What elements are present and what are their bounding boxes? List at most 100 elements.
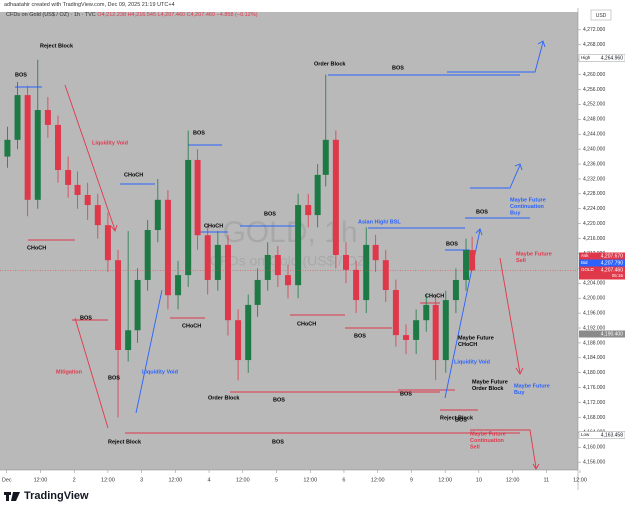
- price-label-tag: Low: [581, 432, 590, 437]
- candle-body: [264, 254, 271, 280]
- arrow: [110, 224, 118, 232]
- candle-body: [254, 279, 261, 305]
- annotation: Buy: [510, 210, 521, 216]
- x-tick-label: 5: [275, 477, 278, 483]
- annotation: Reject Block: [40, 43, 74, 49]
- y-tick-label: 4,204.000: [583, 281, 605, 287]
- annotation: CHoCH: [458, 342, 477, 348]
- candle-body: [4, 139, 11, 157]
- y-tick-label: 4,224.000: [583, 206, 605, 212]
- candle-body: [224, 244, 231, 321]
- y-tick-label: 4,188.000: [583, 340, 605, 346]
- arrow: [447, 41, 544, 73]
- arrow: [135, 289, 163, 414]
- annotation: Maybe Future: [470, 431, 506, 437]
- annotation: BOS: [15, 72, 27, 78]
- candle-body: [382, 260, 389, 291]
- x-tick-label: 12:00: [573, 477, 587, 483]
- candle-body: [235, 320, 242, 361]
- x-tick-label: 9: [410, 477, 413, 483]
- arrow: [470, 429, 537, 469]
- y-tick-label: 4,156.000: [583, 460, 605, 466]
- candle-body: [24, 95, 31, 200]
- candle-body: [55, 124, 62, 171]
- annotation: CHoCH: [297, 321, 316, 327]
- candle-body: [295, 205, 302, 286]
- ohlc: O4,212.238 H4,216.545 L4,207.460 C4,207.…: [97, 12, 258, 18]
- annotation: Continuation: [470, 438, 505, 444]
- x-tick-label: 6: [342, 477, 345, 483]
- annotation: Order Block: [314, 61, 346, 67]
- time-axis: [0, 470, 578, 490]
- annotation: BOS: [273, 397, 285, 403]
- candle-body: [403, 335, 410, 340]
- arrow: [514, 163, 523, 171]
- currency: USD: [596, 13, 607, 19]
- arrow: [470, 164, 521, 189]
- annotation: Maybe Future: [514, 383, 550, 389]
- annotation: Liquidity Void: [454, 359, 490, 365]
- arrow: [537, 40, 546, 48]
- candle-body: [84, 194, 91, 206]
- candle-body: [363, 244, 370, 301]
- watermark-sub: CFDs on Gold (US$ / OZ): [210, 253, 370, 269]
- y-tick-label: 4,272.000: [583, 27, 605, 33]
- candle-body: [94, 205, 101, 226]
- candle-body: [463, 250, 470, 280]
- arrow: [475, 228, 483, 236]
- x-tick-label: 12:00: [101, 477, 115, 483]
- annotation: Continuation: [510, 204, 545, 210]
- candle-body: [175, 275, 182, 296]
- y-tick-label: 4,216.000: [583, 236, 605, 242]
- arrow: [74, 317, 109, 429]
- candle-body: [305, 205, 312, 216]
- footer: TradingView: [4, 490, 89, 502]
- candle-body: [204, 235, 211, 280]
- price-label-value: 4,163.458: [601, 432, 623, 438]
- annotation: Order Block: [472, 386, 504, 392]
- annotation: BOS: [446, 241, 458, 247]
- y-tick-label: 4,252.000: [583, 102, 605, 108]
- candle-body: [34, 110, 41, 200]
- candle-body: [104, 225, 111, 261]
- symbol: CFDs on Gold (US$ / OZ) · 1h · TVC: [6, 12, 96, 18]
- candle-body: [413, 320, 420, 340]
- candle-body: [274, 254, 281, 276]
- y-tick-label: 4,260.000: [583, 72, 605, 78]
- price-axis: [578, 8, 625, 490]
- x-tick-label: 12:00: [303, 477, 317, 483]
- candle-body: [392, 290, 399, 336]
- candle-body: [115, 260, 122, 351]
- y-tick-label: 4,228.000: [583, 191, 605, 197]
- candle-body: [134, 279, 141, 331]
- arrow: [499, 257, 521, 374]
- candle-body: [245, 304, 252, 361]
- x-tick-label: 11: [543, 477, 549, 483]
- y-tick-label: 4,172.000: [583, 400, 605, 406]
- candle-body: [353, 269, 360, 301]
- candle-body: [125, 330, 132, 351]
- annotation: CHoCH: [27, 245, 46, 251]
- annotation: BOS: [400, 391, 412, 397]
- annotation: Maybe Future: [510, 197, 546, 203]
- y-tick-label: 4,192.000: [583, 325, 605, 331]
- annotation: Maybe Future: [458, 335, 494, 341]
- candle-body: [44, 110, 51, 125]
- annotation: Sell: [470, 444, 480, 450]
- y-tick-label: 4,220.000: [583, 221, 605, 227]
- candle-body: [372, 244, 379, 261]
- price-label-box: [579, 330, 625, 338]
- candle-body: [342, 254, 349, 270]
- candle-body: [284, 275, 291, 286]
- arrow: [515, 367, 524, 375]
- price-label-box: [579, 259, 625, 267]
- credit: adhaatahir created with TradingView.com,…: [4, 2, 175, 8]
- price-label-box: [579, 252, 625, 260]
- annotation: BOS: [392, 65, 404, 71]
- candle-body: [185, 159, 192, 276]
- candle-body: [144, 230, 151, 280]
- annotation: Order Block: [208, 395, 240, 401]
- annotation: Liquidity Void: [92, 140, 128, 146]
- candle-body: [423, 304, 430, 321]
